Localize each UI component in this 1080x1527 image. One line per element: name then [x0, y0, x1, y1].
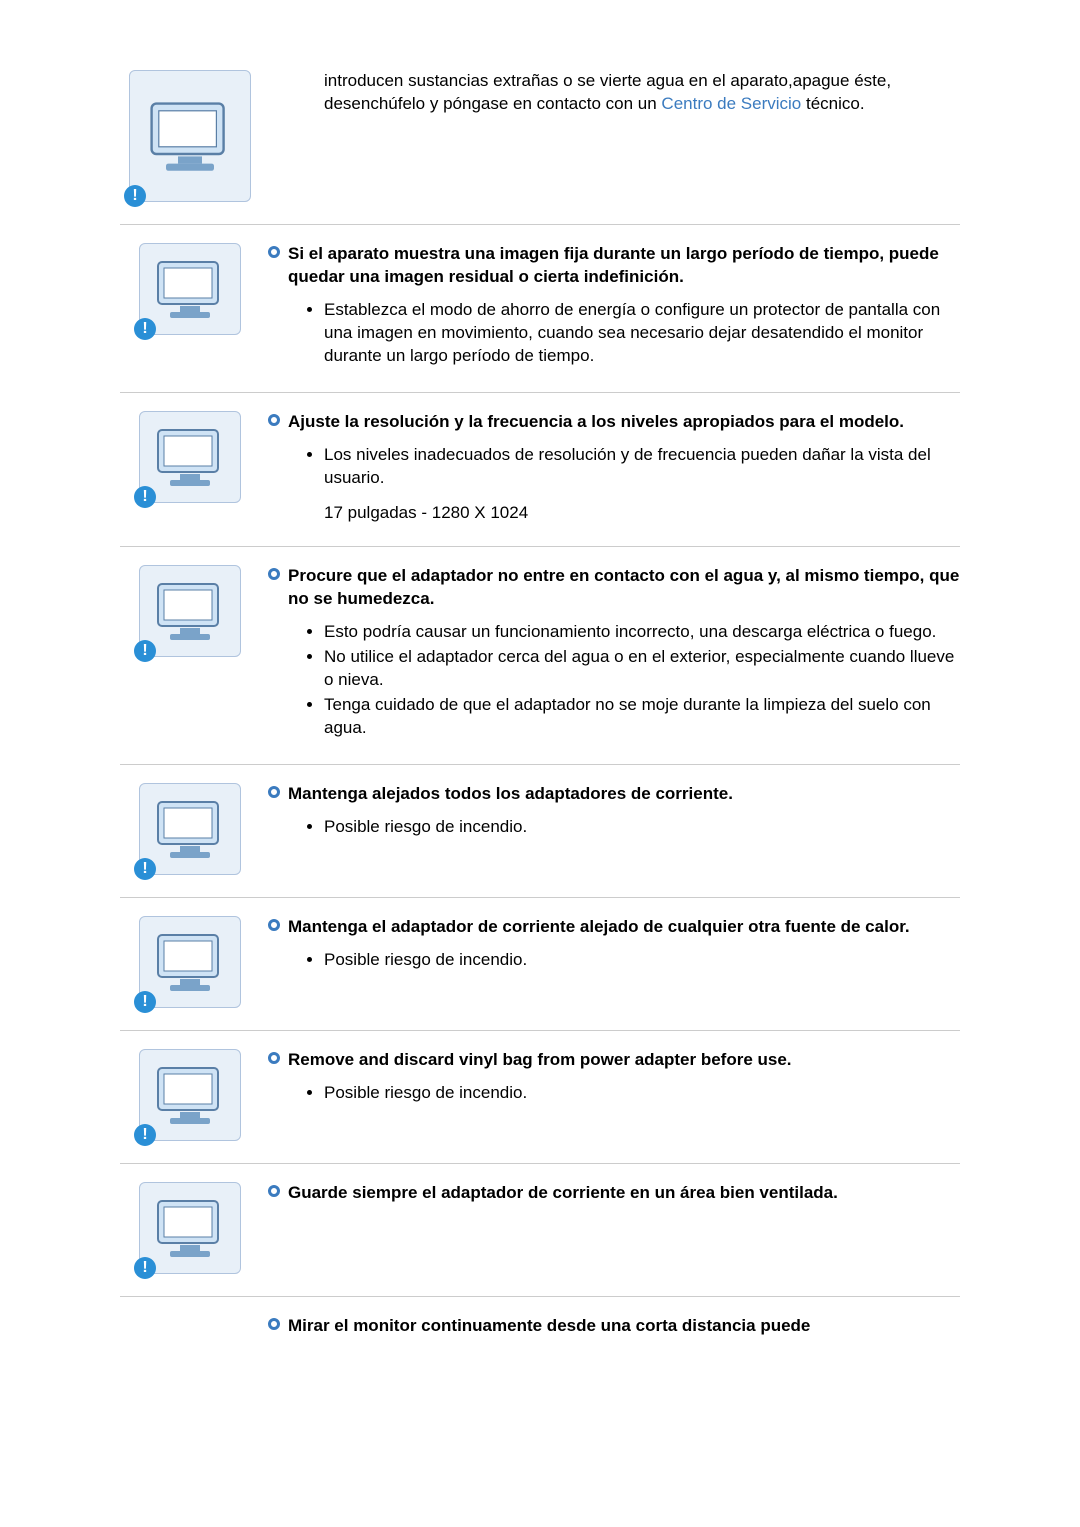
heater-adapter-illustration: !	[139, 916, 241, 1008]
intro-paragraph: introducen sustancias extrañas o se vier…	[268, 70, 960, 116]
list-item: Posible riesgo de incendio.	[324, 1082, 960, 1105]
ring-bullet-icon	[268, 568, 280, 580]
heading-row: Si el aparato muestra una imagen fija du…	[268, 243, 960, 289]
safety-section-adapters-apart: ! Mantenga alejados todos los adaptadores…	[120, 765, 960, 898]
content-column: Mantenga alejados todos los adaptadores …	[260, 783, 960, 841]
ring-bullet-icon	[268, 246, 280, 258]
content-column: Ajuste la resolución y la frecuencia a l…	[260, 411, 960, 525]
caution-badge-icon: !	[134, 1124, 156, 1146]
content-column: Guarde siempre el adaptador de corriente…	[260, 1182, 960, 1215]
safety-section-resolution: ! Ajuste la resolución y la frecuencia a …	[120, 393, 960, 548]
safety-section-vinyl-bag: ! Remove and discard vinyl bag from power…	[120, 1031, 960, 1164]
caution-badge-icon: !	[134, 640, 156, 662]
ring-bullet-icon	[268, 1052, 280, 1064]
heading-row: Remove and discard vinyl bag from power …	[268, 1049, 960, 1072]
page-root: ! introducen sustancias extrañas o se vie…	[0, 0, 1080, 1430]
monitor-bag-illustration: !	[139, 1049, 241, 1141]
heading-row: Ajuste la resolución y la frecuencia a l…	[268, 411, 960, 434]
points-list: Posible riesgo de incendio.	[268, 816, 960, 839]
heading-text: Mantenga el adaptador de corriente aleja…	[288, 916, 910, 939]
list-item: Los niveles inadecuados de resolución y …	[324, 444, 960, 490]
points-list: Posible riesgo de incendio.	[268, 1082, 960, 1105]
content-column: Si el aparato muestra una imagen fija du…	[260, 243, 960, 370]
ring-bullet-icon	[268, 414, 280, 426]
content-column: introducen sustancias extrañas o se vier…	[260, 70, 960, 116]
ring-bullet-icon	[268, 919, 280, 931]
illustration-column: !	[120, 70, 260, 202]
safety-section-foreign-substances: ! introducen sustancias extrañas o se vie…	[120, 70, 960, 225]
safety-section-fixed-image: ! Si el aparato muestra una imagen fija d…	[120, 225, 960, 393]
list-item: Posible riesgo de incendio.	[324, 949, 960, 972]
caution-badge-icon: !	[124, 185, 146, 207]
content-column: Mirar el monitor continuamente desde una…	[260, 1315, 960, 1348]
intro-text-after: técnico.	[801, 94, 864, 113]
ring-bullet-icon	[268, 1318, 280, 1330]
monitor-wave-illustration: !	[139, 411, 241, 503]
heading-text: Si el aparato muestra una imagen fija du…	[288, 243, 960, 289]
window-adapter-illustration: !	[139, 1182, 241, 1274]
points-list: Esto podría causar un funcionamiento inc…	[268, 621, 960, 740]
heading-text: Remove and discard vinyl bag from power …	[288, 1049, 792, 1072]
list-item: Tenga cuidado de que el adaptador no se …	[324, 694, 960, 740]
caution-badge-icon: !	[134, 486, 156, 508]
points-list: Posible riesgo de incendio.	[268, 949, 960, 972]
heading-row: Procure que el adaptador no entre en con…	[268, 565, 960, 611]
illustration-column: !	[120, 565, 260, 657]
heading-text: Mirar el monitor continuamente desde una…	[288, 1315, 810, 1338]
safety-section-adapter-heat: ! Mantenga el adaptador de corriente alej…	[120, 898, 960, 1031]
safety-section-ventilated: ! Guarde siempre el adaptador de corrient…	[120, 1164, 960, 1297]
heading-text: Procure que el adaptador no entre en con…	[288, 565, 960, 611]
list-item: No utilice el adaptador cerca del agua o…	[324, 646, 960, 692]
monitor-adapter-shock-illustration: !	[139, 783, 241, 875]
ring-bullet-icon	[268, 786, 280, 798]
heading-text: Ajuste la resolución y la frecuencia a l…	[288, 411, 904, 434]
safety-section-adapter-water: ! Procure que el adaptador no entre en co…	[120, 547, 960, 765]
heading-row: Guarde siempre el adaptador de corriente…	[268, 1182, 960, 1205]
illustration-column: !	[120, 916, 260, 1008]
caution-badge-icon: !	[134, 318, 156, 340]
points-list: Establezca el modo de ahorro de energía …	[268, 299, 960, 368]
list-item: Establezca el modo de ahorro de energía …	[324, 299, 960, 368]
caution-badge-icon: !	[134, 991, 156, 1013]
heading-row: Mirar el monitor continuamente desde una…	[268, 1315, 960, 1338]
list-item: Esto podría causar un funcionamiento inc…	[324, 621, 960, 644]
heading-row: Mantenga el adaptador de corriente aleja…	[268, 916, 960, 939]
service-center-link[interactable]: Centro de Servicio	[661, 94, 801, 113]
illustration-column: !	[120, 411, 260, 503]
caution-badge-icon: !	[134, 858, 156, 880]
safety-section-short-distance: Mirar el monitor continuamente desde una…	[120, 1297, 960, 1370]
caution-badge-icon: !	[134, 1257, 156, 1279]
heading-row: Mantenga alejados todos los adaptadores …	[268, 783, 960, 806]
heading-text: Guarde siempre el adaptador de corriente…	[288, 1182, 838, 1205]
monitor-boom-illustration: !	[129, 70, 251, 202]
list-item: Posible riesgo de incendio.	[324, 816, 960, 839]
ring-bullet-icon	[268, 1185, 280, 1197]
illustration-column: !	[120, 1182, 260, 1274]
content-column: Mantenga el adaptador de corriente aleja…	[260, 916, 960, 974]
illustration-column: !	[120, 783, 260, 875]
monitor-ghost-illustration: !	[139, 243, 241, 335]
points-list: Los niveles inadecuados de resolución y …	[268, 444, 960, 490]
monitor-water-x-illustration: !	[139, 565, 241, 657]
content-column: Procure que el adaptador no entre en con…	[260, 565, 960, 742]
content-column: Remove and discard vinyl bag from power …	[260, 1049, 960, 1107]
illustration-column: !	[120, 1049, 260, 1141]
extra-note: 17 pulgadas - 1280 X 1024	[268, 502, 960, 525]
heading-text: Mantenga alejados todos los adaptadores …	[288, 783, 733, 806]
illustration-column: !	[120, 243, 260, 335]
